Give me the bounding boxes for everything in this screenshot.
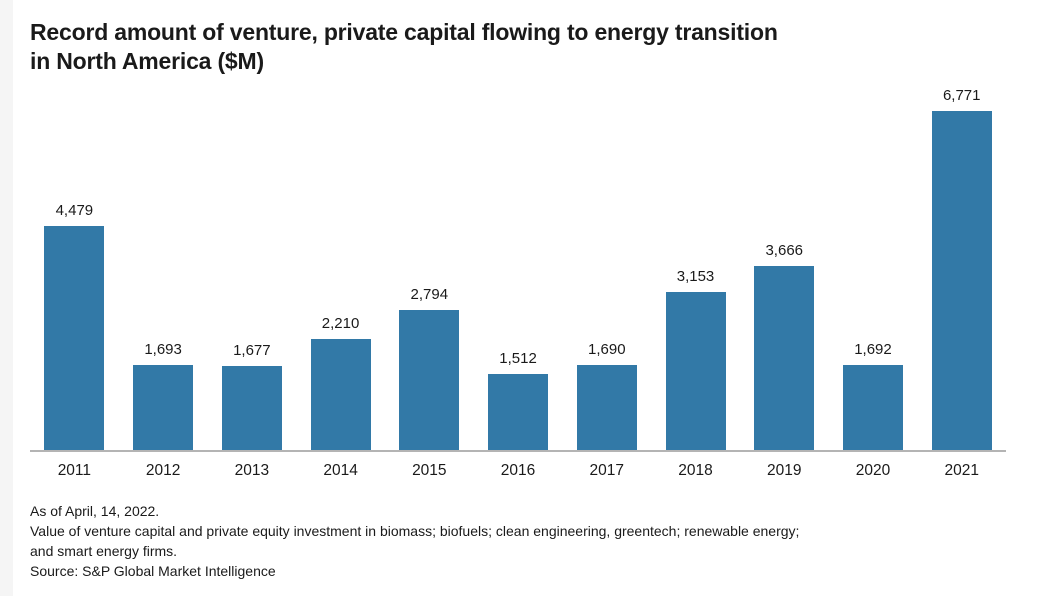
- bar-value-label: 2,210: [321, 315, 360, 332]
- x-axis-label: 2013: [234, 462, 270, 479]
- bar: [44, 226, 105, 450]
- bar-column-2014: 2,210: [296, 80, 385, 450]
- bar-column-2019: 3,666: [740, 80, 829, 450]
- bar-column-2020: 1,692: [829, 80, 918, 450]
- x-axis-label: 2014: [323, 462, 358, 479]
- x-axis-label: 2016: [500, 462, 536, 479]
- chart-content: Record amount of venture, private capita…: [30, 18, 1006, 581]
- bar: [133, 365, 194, 450]
- x-axis-label: 2019: [767, 462, 802, 479]
- bar-value-label: 1,693: [144, 341, 182, 358]
- bar-value-label: 2,794: [410, 286, 449, 303]
- x-axis-label: 2015: [412, 462, 447, 479]
- bar: [221, 366, 282, 450]
- bar-value-label: 1,677: [233, 342, 271, 359]
- x-axis-labels: 2011 2012 2013 2014 2015 2016 2017 2018 2019 2020…: [30, 462, 1006, 480]
- bar: [576, 365, 637, 450]
- x-axis-label: 2018: [678, 462, 713, 479]
- bar-value-label: 3,153: [676, 268, 715, 285]
- bar-value-label: 3,666: [765, 242, 804, 259]
- bar-column-2012: 1,693: [119, 80, 208, 450]
- bar: [488, 374, 549, 450]
- bar-column-2017: 1,690: [562, 80, 651, 450]
- chart-title-line1: Record amount of venture, private capita…: [30, 19, 778, 45]
- footnote-source: Source: S&P Global Market Intelligence: [30, 563, 276, 579]
- page-left-edge-strip: [0, 0, 13, 596]
- bar-value-label: 1,690: [588, 341, 626, 358]
- bar: [931, 111, 992, 450]
- bar: [399, 310, 460, 450]
- chart-title: Record amount of venture, private capita…: [30, 18, 1006, 76]
- bar-chart-plot-area: 4,479 1,693 1,677 2,210 2,794 1,512 1,690 3,153…: [30, 80, 1006, 452]
- bar-column-2015: 2,794: [385, 80, 474, 450]
- bar-column-2018: 3,153: [651, 80, 740, 450]
- bar-value-label: 4,479: [55, 202, 94, 219]
- footnote-as-of-date: As of April, 14, 2022.: [30, 503, 160, 519]
- x-axis-label: 2017: [589, 462, 625, 479]
- footnote-description-line1: Value of venture capital and private equ…: [30, 523, 800, 539]
- bar-column-2021: 6,771: [917, 80, 1006, 450]
- footnote-description-line2: and smart energy firms.: [30, 543, 178, 559]
- x-axis-label: 2020: [855, 462, 891, 479]
- bar-value-label: 6,771: [942, 87, 981, 104]
- footnotes: As of April, 14, 2022. Value of venture …: [30, 501, 1006, 581]
- x-axis-label: 2011: [57, 462, 92, 479]
- x-axis-label: 2021: [944, 462, 979, 479]
- bar-column-2016: 1,512: [474, 80, 563, 450]
- bar: [754, 266, 815, 450]
- bar: [665, 292, 726, 450]
- bar-value-label: 1,692: [854, 341, 892, 358]
- bar-column-2013: 1,677: [207, 80, 296, 450]
- chart-title-line2: in North America ($M): [30, 48, 264, 74]
- bar-value-label: 1,512: [499, 350, 537, 367]
- bar: [310, 339, 371, 450]
- x-axis-label: 2012: [145, 462, 181, 479]
- bar-column-2011: 4,479: [30, 80, 119, 450]
- bar: [842, 365, 903, 450]
